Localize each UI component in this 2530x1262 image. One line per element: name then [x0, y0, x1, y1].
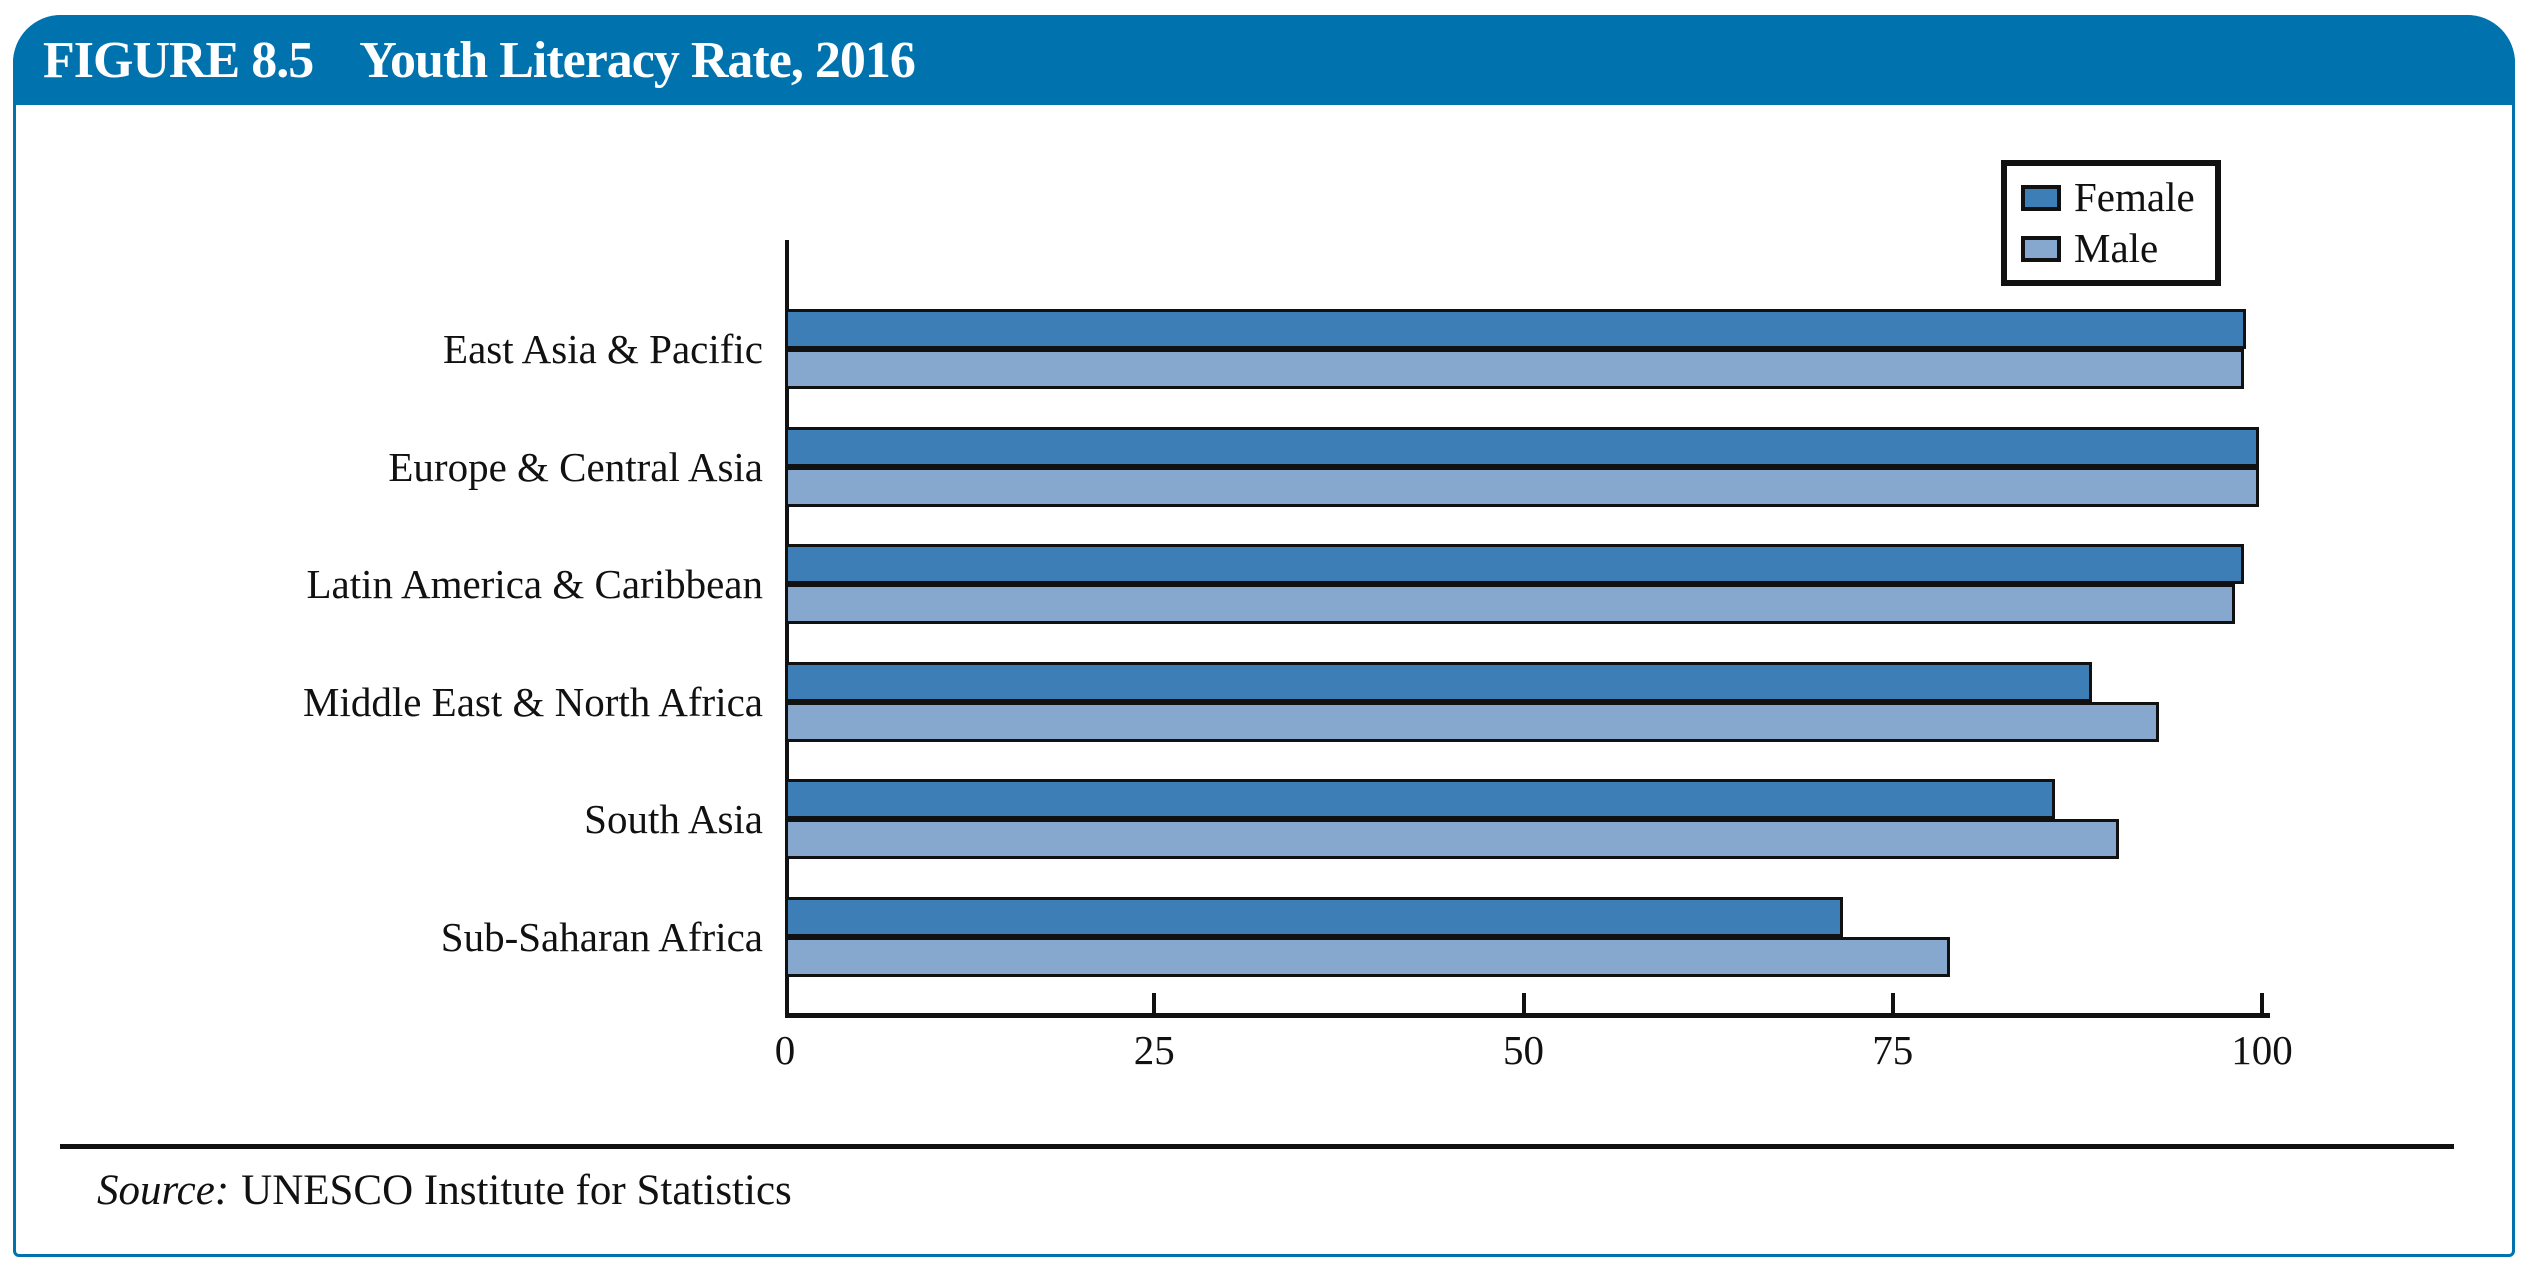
legend-label-male: Male: [2074, 225, 2159, 271]
bar-female: [785, 661, 2092, 702]
x-axis-line: [785, 1013, 2270, 1018]
x-axis-tick-label-25: 25: [1133, 1027, 1175, 1073]
male-swatch-icon: [2021, 235, 2061, 262]
category-label: Middle East & North Africa: [302, 678, 763, 725]
y-axis-line: [785, 240, 789, 1018]
source-value: UNESCO Institute for Statistics: [241, 1167, 792, 1214]
source-divider-line: [60, 1144, 2454, 1149]
bar-male: [785, 466, 2259, 507]
figure-number-label: FIGURE 8.5: [43, 31, 314, 89]
bar-female: [785, 779, 2055, 819]
category-label: Latin America & Caribbean: [306, 561, 763, 607]
category-label: Europe & Central Asia: [388, 443, 763, 490]
source-note: Source: UNESCO Institute for Statistics: [97, 1166, 792, 1215]
bar-female: [785, 544, 2244, 584]
bar-male: [785, 936, 1950, 977]
category-label: South Asia: [584, 796, 763, 842]
category-label: Sub-Saharan Africa: [440, 913, 763, 960]
x-axis-tick-50: [1521, 993, 1526, 1013]
bar-male: [785, 701, 2159, 742]
bar-male: [785, 584, 2235, 624]
legend-item-male: Male: [2021, 228, 2215, 269]
figure-title: Youth Literacy Rate, 2016: [359, 31, 916, 89]
x-axis-tick-label-50: 50: [1503, 1027, 1544, 1073]
source-label: Source:: [97, 1167, 230, 1214]
legend-item-female: Female: [2021, 177, 2215, 218]
bar-female: [785, 426, 2259, 467]
legend-label-female: Female: [2074, 174, 2195, 220]
x-axis-tick-75: [1890, 993, 1895, 1013]
x-axis-tick-100: [2260, 993, 2264, 1013]
bar-female: [785, 896, 1843, 937]
category-label: East Asia & Pacific: [443, 326, 763, 372]
bar-male: [785, 819, 2119, 859]
x-axis-tick-label-0: 0: [774, 1027, 796, 1073]
figure-header-band: FIGURE 8.5 Youth Literacy Rate, 2016: [13, 15, 2515, 105]
bar-male: [785, 349, 2244, 389]
x-axis-tick-label-100: 100: [2231, 1027, 2293, 1073]
bar-female: [785, 309, 2246, 349]
chart-legend: Female Male: [2001, 160, 2221, 286]
figure-title-wrap: FIGURE 8.5 Youth Literacy Rate, 2016: [13, 31, 916, 90]
x-axis-tick-label-75: 75: [1872, 1027, 1914, 1073]
female-swatch-icon: [2021, 184, 2061, 211]
x-axis-tick-25: [1152, 993, 1157, 1013]
